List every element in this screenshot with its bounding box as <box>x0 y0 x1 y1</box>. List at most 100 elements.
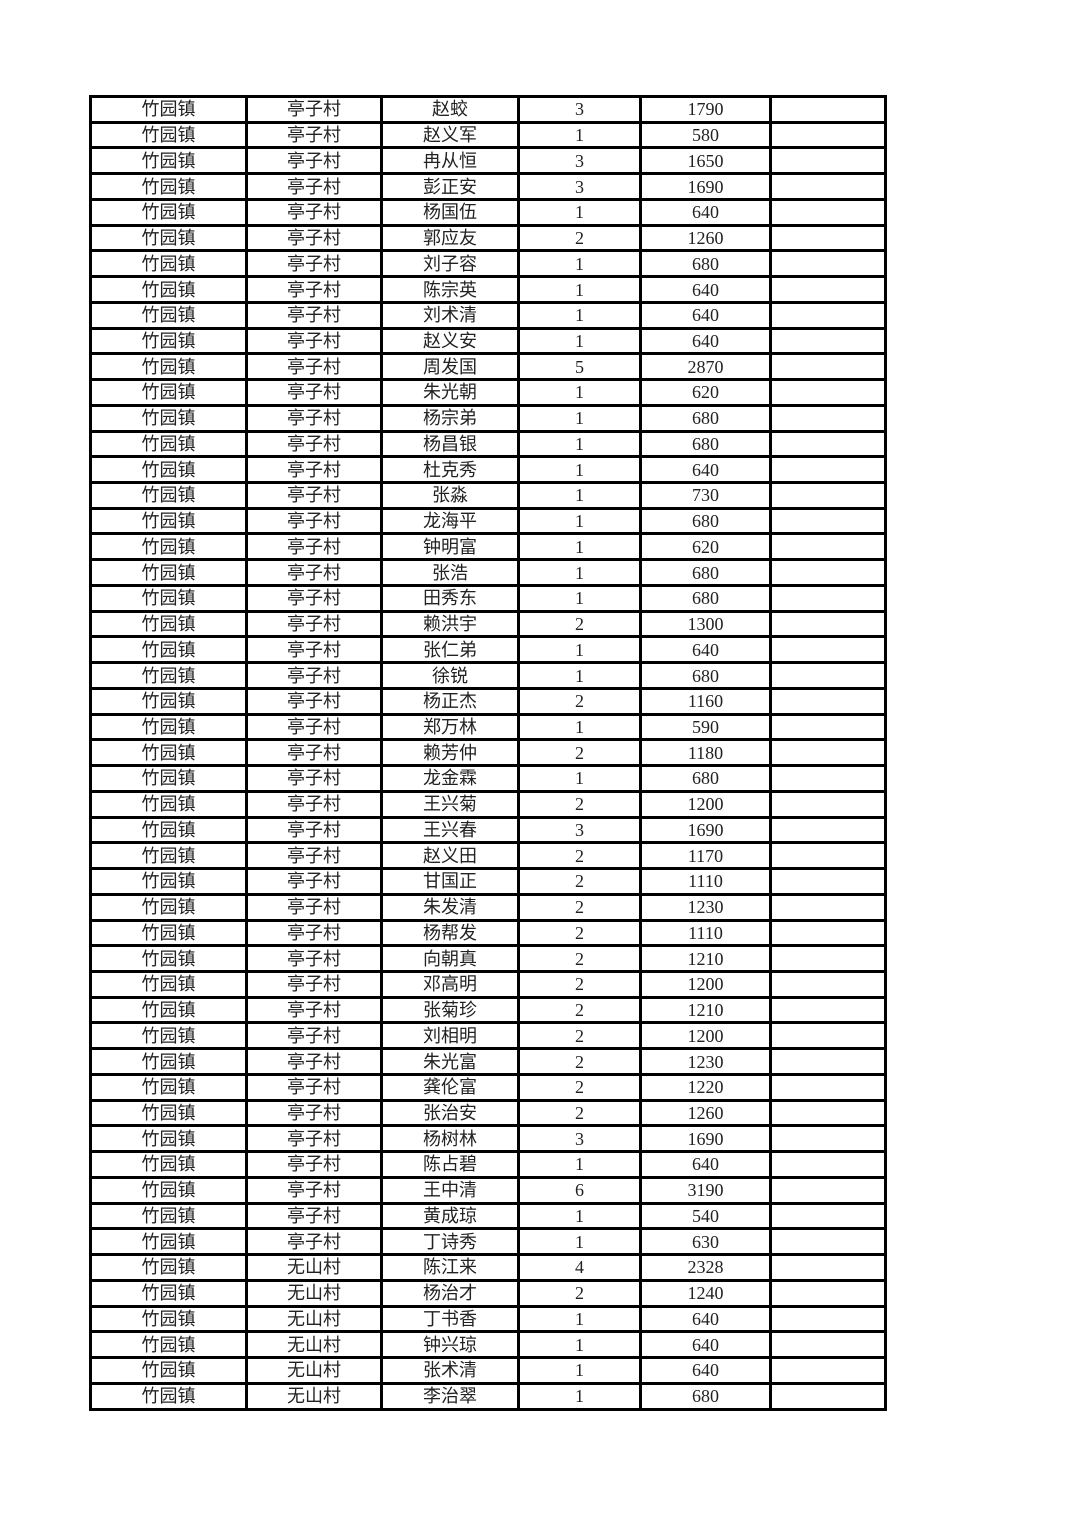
cell-count: 2 <box>517 1047 642 1076</box>
cell-blank <box>769 1304 887 1334</box>
cell-name: 刘相明 <box>380 1021 520 1051</box>
cell-name: 张治安 <box>380 1098 520 1128</box>
cell-blank <box>769 223 887 253</box>
cell-village: 亭子村 <box>245 1150 383 1179</box>
cell-blank <box>769 892 887 922</box>
table-row: 竹园镇 亭子村 杨国伍 1 640 <box>89 197 887 227</box>
cell-blank <box>769 532 887 562</box>
cell-town: 竹园镇 <box>89 300 248 330</box>
cell-amount: 1210 <box>639 944 772 973</box>
table-row: 竹园镇 亭子村 王中清 6 3190 <box>89 1175 887 1205</box>
cell-name: 郭应友 <box>380 223 520 253</box>
cell-town: 竹园镇 <box>89 455 248 485</box>
cell-town: 竹园镇 <box>89 1201 248 1231</box>
cell-name: 杨宗弟 <box>380 403 520 433</box>
data-table: 竹园镇 亭子村 赵蛟 3 1790 竹园镇 亭子村 赵义军 1 580 竹园镇 亭子村 冉从恒 3 1650… <box>89 95 887 1412</box>
cell-village: 亭子村 <box>245 275 383 304</box>
cell-count: 3 <box>517 172 642 201</box>
cell-name: 钟兴琼 <box>380 1330 520 1359</box>
cell-village: 亭子村 <box>245 197 383 227</box>
table-row: 竹园镇 亭子村 田秀东 1 680 <box>89 583 887 613</box>
table-row: 竹园镇 亭子村 丁诗秀 1 630 <box>89 1227 887 1257</box>
table-row: 竹园镇 亭子村 刘术清 1 640 <box>89 300 887 330</box>
cell-name: 杨昌银 <box>380 429 520 459</box>
table-row: 竹园镇 亭子村 杜克秀 1 640 <box>89 455 887 485</box>
cell-count: 1 <box>517 764 642 793</box>
cell-count: 3 <box>517 95 642 124</box>
cell-blank <box>769 1381 887 1412</box>
cell-count: 2 <box>517 738 642 768</box>
cell-town: 竹园镇 <box>89 1021 248 1051</box>
cell-blank <box>769 661 887 690</box>
cell-count: 1 <box>517 558 642 587</box>
cell-count: 2 <box>517 223 642 253</box>
cell-town: 竹园镇 <box>89 1150 248 1179</box>
cell-amount: 640 <box>639 300 772 330</box>
cell-village: 亭子村 <box>245 146 383 176</box>
cell-name: 刘术清 <box>380 300 520 330</box>
cell-town: 竹园镇 <box>89 326 248 356</box>
cell-village: 亭子村 <box>245 223 383 253</box>
cell-blank <box>769 300 887 330</box>
cell-amount: 1690 <box>639 172 772 201</box>
cell-name: 郑万林 <box>380 712 520 742</box>
cell-village: 亭子村 <box>245 1021 383 1051</box>
cell-blank <box>769 506 887 536</box>
cell-count: 3 <box>517 1124 642 1154</box>
cell-name: 龙海平 <box>380 506 520 536</box>
table-row: 竹园镇 亭子村 龙海平 1 680 <box>89 506 887 536</box>
cell-blank <box>769 815 887 845</box>
cell-blank <box>769 944 887 973</box>
cell-village: 亭子村 <box>245 1124 383 1154</box>
cell-blank <box>769 378 887 407</box>
cell-town: 竹园镇 <box>89 223 248 253</box>
cell-amount: 640 <box>639 1355 772 1385</box>
cell-blank <box>769 969 887 999</box>
cell-amount: 1790 <box>639 95 772 124</box>
cell-town: 竹园镇 <box>89 403 248 433</box>
cell-village: 亭子村 <box>245 455 383 485</box>
cell-village: 无山村 <box>245 1278 383 1308</box>
table-row: 竹园镇 亭子村 甘国正 2 1110 <box>89 867 887 896</box>
cell-village: 亭子村 <box>245 867 383 896</box>
cell-amount: 1200 <box>639 969 772 999</box>
cell-name: 向朝真 <box>380 944 520 973</box>
cell-village: 无山村 <box>245 1304 383 1334</box>
table-row: 竹园镇 无山村 钟兴琼 1 640 <box>89 1330 887 1359</box>
cell-blank <box>769 635 887 665</box>
cell-blank <box>769 249 887 279</box>
cell-town: 竹园镇 <box>89 867 248 896</box>
cell-name: 陈占碧 <box>380 1150 520 1179</box>
cell-amount: 1230 <box>639 1047 772 1076</box>
cell-amount: 730 <box>639 481 772 510</box>
cell-blank <box>769 352 887 382</box>
cell-village: 亭子村 <box>245 661 383 690</box>
cell-amount: 680 <box>639 558 772 587</box>
cell-amount: 1210 <box>639 995 772 1025</box>
cell-amount: 680 <box>639 249 772 279</box>
cell-count: 2 <box>517 1021 642 1051</box>
cell-village: 亭子村 <box>245 558 383 587</box>
table-row: 竹园镇 亭子村 杨树林 3 1690 <box>89 1124 887 1154</box>
cell-name: 彭正安 <box>380 172 520 201</box>
cell-village: 亭子村 <box>245 789 383 819</box>
table-row: 竹园镇 亭子村 王兴菊 2 1200 <box>89 789 887 819</box>
cell-village: 亭子村 <box>245 172 383 201</box>
table-row: 竹园镇 亭子村 杨帮发 2 1110 <box>89 918 887 948</box>
cell-blank <box>769 918 887 948</box>
table-row: 竹园镇 亭子村 陈占碧 1 640 <box>89 1150 887 1179</box>
cell-town: 竹园镇 <box>89 378 248 407</box>
cell-village: 亭子村 <box>245 918 383 948</box>
cell-blank <box>769 326 887 356</box>
cell-count: 1 <box>517 1201 642 1231</box>
cell-count: 2 <box>517 789 642 819</box>
cell-amount: 680 <box>639 506 772 536</box>
cell-village: 亭子村 <box>245 969 383 999</box>
cell-town: 竹园镇 <box>89 764 248 793</box>
cell-count: 1 <box>517 532 642 562</box>
cell-name: 王兴菊 <box>380 789 520 819</box>
cell-amount: 580 <box>639 120 772 150</box>
cell-blank <box>769 686 887 716</box>
cell-amount: 680 <box>639 764 772 793</box>
cell-count: 1 <box>517 1330 642 1359</box>
